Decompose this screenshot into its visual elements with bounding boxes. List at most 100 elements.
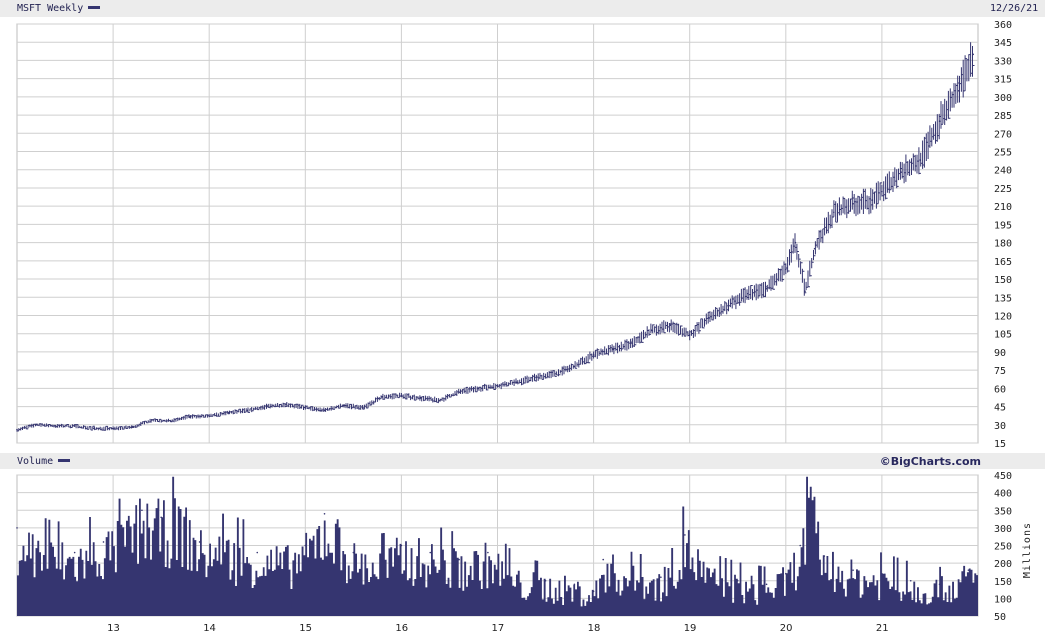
price-data-point: [439, 399, 441, 402]
volume-data-point: [909, 579, 912, 582]
price-data-point: [669, 324, 672, 326]
volume-data-point: [881, 572, 883, 575]
chart-date: 12/26/21: [990, 3, 1039, 14]
price-y-tick-label: 150: [994, 275, 1012, 286]
volume-y-tick-label: 150: [994, 577, 1012, 588]
volume-data-point: [323, 512, 326, 515]
price-data-point: [535, 376, 537, 379]
volume-data-point: [852, 569, 854, 571]
volume-data-point: [487, 551, 489, 554]
price-data-point: [833, 211, 835, 214]
price-y-tick-label: 330: [994, 56, 1012, 67]
price-y-tick-label: 45: [994, 403, 1006, 414]
price-y-tick-label: 120: [994, 311, 1012, 322]
price-data-point: [266, 405, 268, 408]
price-data-point: [881, 190, 883, 193]
price-y-tick-label: 15: [994, 439, 1006, 450]
price-y-tick-label: 90: [994, 348, 1006, 359]
volume-data-point: [660, 576, 662, 579]
price-data-point: [592, 353, 595, 356]
price-data-point: [131, 426, 134, 429]
brand-label: ©BigCharts.com: [879, 455, 981, 468]
price-y-tick-label: 300: [994, 93, 1012, 104]
price-y-tick-label: 210: [994, 202, 1012, 213]
x-tick-label: 18: [588, 623, 601, 634]
volume-data-point: [381, 558, 383, 561]
price-data-point: [650, 329, 653, 331]
volume-data-point: [16, 527, 18, 529]
price-data-point: [785, 268, 787, 271]
price-data-point: [957, 89, 960, 92]
volume-data-point: [799, 544, 802, 547]
price-y-tick-label: 240: [994, 166, 1012, 177]
price-data-point: [496, 385, 499, 387]
price-data-point: [919, 159, 922, 161]
price-y-tick-label: 270: [994, 129, 1012, 140]
price-data-point: [804, 290, 806, 292]
x-tick-label: 14: [203, 623, 216, 634]
volume-data-point: [736, 579, 739, 582]
volume-data-point: [967, 569, 970, 571]
price-data-point: [419, 397, 422, 399]
price-data-point: [938, 120, 941, 122]
price-y-tick-label: 255: [994, 148, 1012, 159]
price-y-tick-label: 315: [994, 75, 1012, 86]
volume-data-point: [631, 572, 633, 575]
price-data-point: [400, 394, 403, 397]
price-data-point: [708, 317, 710, 319]
price-data-point: [573, 365, 576, 368]
volume-data-point: [160, 516, 162, 519]
volume-data-point: [592, 590, 595, 593]
volume-data-point: [73, 551, 76, 554]
price-y-tick-label: 105: [994, 330, 1012, 341]
price-y-tick-label: 60: [994, 384, 1006, 395]
price-data-point: [381, 396, 383, 398]
volume-data-point: [121, 530, 124, 533]
price-data-point: [189, 415, 191, 418]
price-data-point: [150, 419, 153, 421]
price-data-point: [73, 425, 76, 427]
price-data-point: [477, 387, 480, 390]
volume-y-tick-label: 450: [994, 471, 1012, 482]
price-data-point: [458, 391, 460, 393]
price-data-point: [794, 241, 797, 244]
price-data-point: [688, 334, 691, 336]
volume-data-point: [285, 555, 287, 557]
price-data-point: [727, 304, 729, 307]
volume-data-point: [400, 544, 403, 547]
volume-data-point: [227, 544, 230, 547]
volume-data-point: [785, 572, 787, 575]
x-tick-label: 13: [107, 623, 120, 634]
price-y-tick-label: 75: [994, 366, 1006, 377]
volume-y-tick-label: 200: [994, 559, 1012, 570]
price-data-point: [852, 202, 854, 205]
volume-data-point: [544, 579, 547, 582]
price-header-band: [0, 0, 1045, 17]
volume-data-point: [352, 551, 355, 554]
price-data-point: [35, 423, 38, 426]
volume-data-point: [458, 558, 460, 561]
price-data-point: [285, 403, 287, 405]
volume-data-point: [809, 498, 811, 501]
price-data-point: [972, 53, 974, 56]
price-data-point: [362, 406, 364, 409]
price-data-point: [631, 342, 633, 345]
series-legend-swatch: [88, 5, 101, 9]
price-data-point: [746, 292, 749, 295]
volume-data-point: [179, 512, 182, 515]
volume-title: Volume: [17, 456, 71, 467]
volume-data-point: [573, 583, 576, 586]
price-data-point: [208, 415, 210, 418]
chart-title: MSFT Weekly: [17, 3, 101, 14]
volume-data-point: [823, 555, 826, 557]
price-data-point: [246, 409, 249, 412]
price-data-point: [16, 428, 18, 431]
x-tick-label: 19: [684, 623, 697, 634]
price-data-point: [765, 287, 768, 290]
volume-data-point: [708, 572, 710, 575]
volume-data-point: [141, 509, 143, 512]
price-y-tick-label: 180: [994, 239, 1012, 250]
price-data-point: [169, 420, 172, 422]
price-y-tick-label: 345: [994, 38, 1012, 49]
